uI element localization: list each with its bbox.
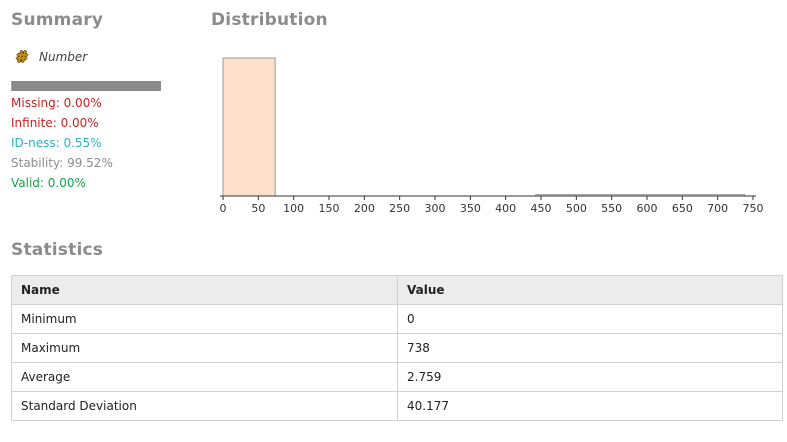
stat-name: Standard Deviation [11,391,398,421]
stat-value: 0 [397,304,783,334]
attribute-type: # Number [13,48,88,66]
x-tick-label: 300 [425,202,446,215]
distribution-title: Distribution [211,10,328,30]
histogram-bar [222,57,276,197]
stat-value: 738 [397,333,783,363]
valid-stat: Valid: 0.00% [11,176,86,190]
stat-name: Maximum [11,333,398,363]
missing-stat: Missing: 0.00% [11,96,102,110]
x-tick-label: 400 [495,202,516,215]
table-row: Maximum 738 [11,333,783,363]
x-tick-label: 350 [460,202,481,215]
x-tick-label: 200 [354,202,375,215]
x-tick-label: 650 [672,202,693,215]
x-tick-label: 50 [251,202,265,215]
histogram-bars [222,57,746,197]
distribution-histogram: 0 50 100 150 200 250 300 350 400 450 500 550 600 650 7… [220,57,764,215]
x-axis-ticks: 0 50 100 150 200 250 300 350 400 450 500 550 600 650 7… [220,196,764,215]
id-ness-stat: ID-ness: 0.55% [11,136,102,150]
stat-name: Minimum [11,304,398,334]
x-tick-label: 700 [707,202,728,215]
x-tick-label: 250 [389,202,410,215]
table-row: Average 2.759 [11,362,783,392]
id-ness-segment [11,81,12,91]
x-tick-label: 500 [566,202,587,215]
stat-name: Average [11,362,398,392]
quality-bar [11,81,161,91]
x-tick-label: 150 [319,202,340,215]
statistics-title: Statistics [11,240,104,260]
stat-value: 40.177 [397,391,783,421]
hash-icon: # [15,48,29,66]
table-header-row: Name Value [11,275,783,305]
statistics-table: Name Value Minimum 0 Maximum 738 Average… [11,275,783,421]
infinite-stat: Infinite: 0.00% [11,116,99,130]
column-header-value[interactable]: Value [397,275,783,305]
x-tick-label: 550 [601,202,622,215]
table-row: Standard Deviation 40.177 [11,391,783,421]
table-row: Minimum 0 [11,304,783,334]
column-header-name[interactable]: Name [11,275,398,305]
x-tick-label: 450 [531,202,552,215]
stat-value: 2.759 [397,362,783,392]
x-tick-label: 750 [743,202,764,215]
x-tick-label: 100 [283,202,304,215]
type-label: Number [39,50,88,64]
x-tick-label: 0 [220,202,227,215]
stability-stat: Stability: 99.52% [11,156,113,170]
x-tick-label: 600 [637,202,658,215]
summary-title: Summary [11,10,104,30]
